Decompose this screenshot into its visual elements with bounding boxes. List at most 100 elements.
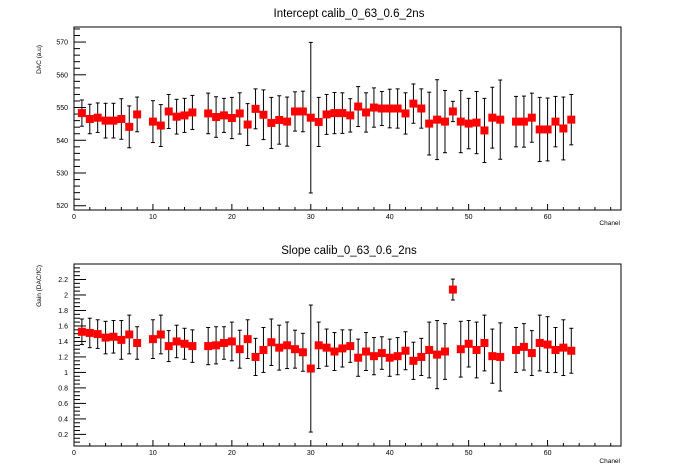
data-point (377, 336, 386, 370)
data-point (369, 337, 378, 376)
data-point (251, 337, 260, 377)
square-marker (156, 121, 165, 130)
data-point (464, 320, 473, 368)
y-tick-label: 570 (56, 40, 68, 47)
square-marker (133, 338, 142, 347)
data-point (488, 86, 497, 149)
square-marker (227, 114, 236, 123)
x-tick-label: 20 (228, 450, 236, 457)
square-marker (164, 342, 173, 351)
square-marker (551, 117, 560, 126)
data-point (567, 327, 576, 374)
slope-y-axis-title: Gain (DAC/fC) (36, 265, 43, 307)
square-marker (417, 104, 426, 113)
square-marker (472, 345, 481, 354)
y-tick-label: 560 (56, 72, 68, 79)
data-point (551, 327, 560, 373)
square-marker (117, 114, 126, 123)
square-marker (480, 338, 489, 347)
data-point (133, 96, 142, 133)
data-point (227, 96, 236, 140)
square-marker (212, 341, 221, 350)
square-marker (464, 339, 473, 348)
square-marker (393, 352, 402, 361)
square-marker (322, 110, 331, 119)
data-point (164, 93, 173, 129)
square-marker (354, 102, 363, 111)
data-point (188, 94, 197, 130)
square-marker (148, 335, 157, 344)
data-point (393, 337, 402, 376)
square-marker (77, 109, 86, 118)
data-point (298, 332, 307, 372)
square-marker (109, 116, 118, 125)
data-point (85, 103, 94, 135)
data-point (148, 319, 157, 359)
data-point (93, 319, 102, 349)
data-point (417, 88, 426, 129)
square-marker (433, 115, 442, 124)
x-tick-label: 30 (307, 214, 315, 221)
square-marker (472, 118, 481, 127)
data-point (117, 320, 126, 360)
data-point (283, 96, 292, 147)
slope-chart-title: Slope calib_0_63_0.6_2ns (281, 245, 417, 257)
data-point (480, 314, 489, 372)
data-point (172, 324, 181, 359)
data-point (259, 89, 268, 141)
square-marker (496, 352, 505, 361)
square-marker (164, 107, 173, 116)
square-marker (180, 339, 189, 348)
data-point (117, 98, 126, 140)
x-tick-label: 30 (307, 450, 315, 457)
square-marker (251, 104, 260, 113)
x-tick-label: 10 (149, 214, 157, 221)
square-marker (219, 111, 228, 120)
square-marker (306, 364, 315, 373)
square-marker (369, 103, 378, 112)
data-point (472, 90, 481, 155)
square-marker (346, 111, 355, 120)
square-marker (512, 117, 521, 126)
data-point (204, 327, 213, 366)
data-point (188, 329, 197, 363)
square-marker (377, 104, 386, 113)
data-point (298, 90, 307, 133)
y-tick-label: 2.2 (58, 277, 68, 284)
square-marker (417, 352, 426, 361)
data-point (362, 332, 371, 371)
square-marker (488, 113, 497, 122)
y-tick-label: 530 (56, 171, 68, 178)
data-point (448, 100, 457, 123)
data-point (496, 79, 505, 160)
square-marker (77, 327, 86, 336)
square-marker (93, 330, 102, 339)
data-point (251, 88, 260, 130)
square-marker (543, 340, 552, 349)
data-point (330, 91, 339, 135)
square-marker (385, 353, 394, 362)
data-point (543, 316, 552, 373)
data-point (125, 314, 134, 355)
data-point (101, 320, 110, 355)
y-tick-label: 1 (64, 370, 68, 377)
square-marker (204, 109, 213, 118)
square-marker (227, 337, 236, 346)
square-marker (551, 345, 560, 354)
data-point (85, 317, 94, 349)
square-marker (362, 347, 371, 356)
square-marker (314, 117, 323, 126)
y-tick-label: 1.6 (58, 323, 68, 330)
square-marker (85, 114, 94, 123)
data-point (291, 91, 300, 132)
y-tick-label: 0.2 (58, 432, 68, 439)
data-point (488, 328, 497, 384)
data-point (322, 328, 331, 367)
square-marker (101, 116, 110, 125)
data-point (180, 97, 189, 133)
square-marker (283, 341, 292, 350)
square-marker (267, 118, 276, 127)
data-point (448, 278, 457, 301)
data-point (559, 96, 568, 161)
square-marker (425, 119, 434, 128)
